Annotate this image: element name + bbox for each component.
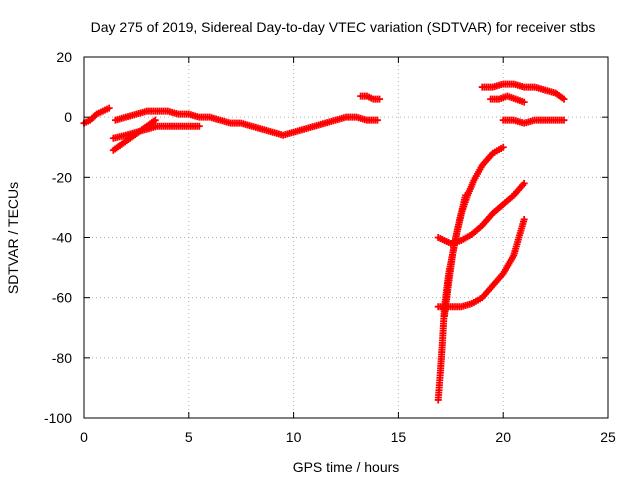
y-tick-label: -100 [44, 410, 72, 426]
data-point [560, 116, 568, 124]
x-axis-label: GPS time / hours [293, 459, 400, 475]
data-point [520, 98, 528, 106]
data-point [499, 143, 507, 151]
plot-frame [83, 56, 609, 419]
series-arc-3 [109, 122, 203, 142]
series-arc-2 [111, 107, 381, 139]
y-tick-label: 0 [64, 109, 72, 125]
data-point [520, 179, 528, 187]
data-point [376, 95, 384, 103]
data-point [520, 215, 528, 223]
x-tick-label: 25 [600, 429, 616, 445]
series-arc-10 [434, 179, 528, 248]
data-point [560, 95, 568, 103]
series-arc-4 [109, 116, 159, 154]
series-arc-5 [357, 92, 384, 103]
series-arc-6 [478, 80, 568, 103]
data-point [151, 116, 159, 124]
series-arc-8 [499, 116, 568, 127]
data-point [195, 122, 203, 130]
series-arc-9 [434, 143, 507, 404]
data-point [105, 104, 113, 112]
x-tick-label: 5 [185, 429, 193, 445]
x-tick-label: 15 [391, 429, 407, 445]
axis-ticks: 0 5 10 15 20 25 -100 -80 -60 -40 -20 0 20 [44, 49, 616, 445]
series-arc-12 [434, 215, 528, 311]
data-points [80, 80, 568, 404]
y-tick-label: 20 [56, 49, 72, 65]
y-tick-label: -20 [52, 169, 72, 185]
series-arc-7 [487, 92, 528, 106]
x-tick-label: 20 [495, 429, 511, 445]
x-tick-label: 10 [286, 429, 302, 445]
chart-title: Day 275 of 2019, Sidereal Day-to-day VTE… [91, 19, 596, 35]
y-axis-label: SDTVAR / TECUs [5, 182, 21, 294]
x-tick-label: 0 [80, 429, 88, 445]
data-point [461, 191, 469, 199]
y-tick-label: -60 [52, 290, 72, 306]
y-tick-label: -40 [52, 230, 72, 246]
data-point [373, 116, 381, 124]
y-tick-label: -80 [52, 350, 72, 366]
series-arc-1 [80, 104, 113, 127]
